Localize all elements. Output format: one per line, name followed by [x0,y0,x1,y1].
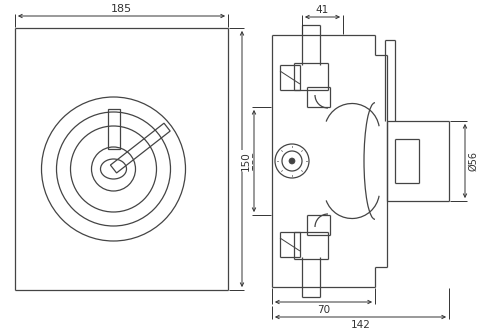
Text: 150: 150 [241,151,251,171]
Text: 185: 185 [245,148,255,169]
Bar [108,109,120,149]
Circle shape [289,158,295,164]
Text: 185: 185 [111,4,132,14]
Text: Ø56: Ø56 [468,151,478,171]
Text: 70: 70 [317,305,330,315]
Text: 142: 142 [350,320,370,330]
Text: 41: 41 [316,5,329,15]
